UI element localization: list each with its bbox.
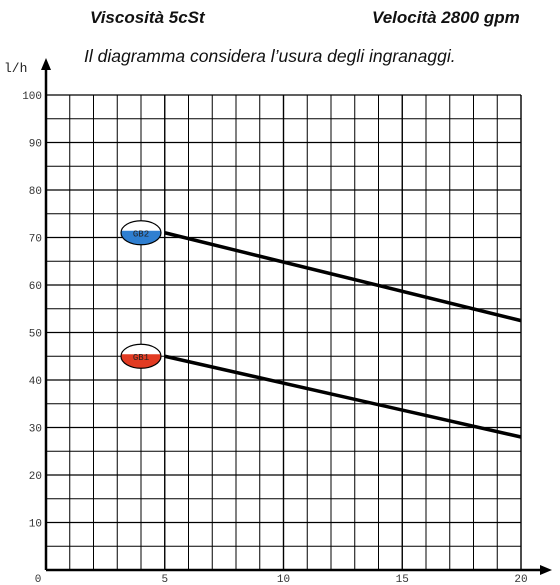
- x-tick-label: 15: [396, 574, 409, 585]
- chart-title-left: Viscosità 5cSt: [90, 8, 205, 27]
- y-tick-label: 90: [29, 139, 42, 151]
- y-tick-label: 30: [29, 424, 42, 436]
- series-line-gb1: [164, 354, 522, 439]
- x-tick-label: 20: [514, 574, 527, 585]
- y-tick-label: 80: [29, 186, 42, 198]
- y-tick-label: 70: [29, 234, 42, 246]
- y-axis-label: l/h: [4, 61, 27, 76]
- chart-subtitle: Il diagramma considera l’usura degli ing…: [84, 46, 456, 66]
- y-tick-label: 100: [22, 91, 42, 103]
- y-axis-arrow: [41, 58, 51, 70]
- series-marker-fill: [121, 230, 161, 245]
- series-label-gb2: GB2: [133, 229, 149, 239]
- y-tick-label: 40: [29, 376, 42, 388]
- series-line-gb2: [164, 231, 522, 323]
- x-axis-arrow: [540, 565, 552, 575]
- x-tick-label: 5: [161, 574, 168, 585]
- y-tick-label: 20: [29, 471, 42, 483]
- series-marker-fill: [121, 354, 161, 369]
- series-label-gb1: GB1: [133, 353, 149, 363]
- y-tick-label: 10: [29, 519, 42, 531]
- series-marker: [120, 343, 162, 369]
- chart-title-right: Velocità 2800 gpm: [372, 8, 520, 27]
- x-tick-label: 10: [277, 574, 290, 585]
- x-tick-label: 0: [35, 574, 42, 585]
- y-tick-label: 50: [29, 329, 42, 341]
- series-marker: [120, 220, 162, 246]
- y-tick-label: 60: [29, 281, 42, 293]
